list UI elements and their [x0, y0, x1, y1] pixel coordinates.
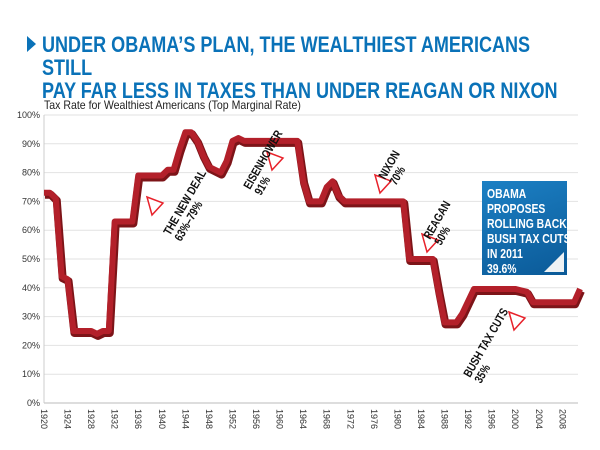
x-tick-label: 1992 — [463, 409, 473, 429]
x-tick-label: 1928 — [86, 409, 96, 429]
y-tick-label: 90% — [22, 139, 40, 149]
x-tick-label: 1944 — [180, 409, 190, 429]
x-tick-label: 1952 — [227, 409, 237, 429]
y-tick-label: 70% — [22, 196, 40, 206]
x-tick-label: 1924 — [63, 409, 73, 429]
y-tick-label: 50% — [22, 254, 40, 264]
callout-line: ROLLING BACK — [487, 216, 567, 231]
x-tick-label: 2000 — [510, 409, 520, 429]
y-tick-label: 40% — [22, 283, 40, 293]
x-tick-label: 1968 — [322, 409, 332, 429]
x-tick-label: 1936 — [133, 409, 143, 429]
x-tick-label: 1996 — [487, 409, 497, 429]
y-tick-label: 100% — [17, 110, 40, 120]
chart-subtitle: Tax Rate for Wealthiest Americans (Top M… — [44, 98, 301, 112]
x-tick-label: 1976 — [369, 409, 379, 429]
callout-value: 39.6% — [487, 261, 517, 276]
title-arrow-icon — [27, 36, 36, 52]
x-tick-label: 1964 — [298, 409, 308, 429]
annotation-triangle-icon — [145, 195, 165, 217]
x-tick-label: 1988 — [440, 409, 450, 429]
y-tick-label: 80% — [22, 168, 40, 178]
x-tick-label: 1932 — [110, 409, 120, 429]
annotation-triangle-icon — [420, 232, 440, 254]
callout-line: IN 2011 — [487, 246, 523, 261]
y-tick-label: 10% — [22, 369, 40, 379]
annotation-triangle-icon — [265, 150, 285, 172]
y-tick-label: 0% — [27, 398, 40, 408]
x-tick-label: 2004 — [534, 409, 544, 429]
callout-line: OBAMA — [487, 186, 527, 201]
series-line — [44, 129, 583, 337]
x-tick-label: 2008 — [557, 409, 567, 429]
x-tick-label: 1956 — [251, 409, 261, 429]
x-tick-label: 1920 — [39, 409, 49, 429]
obama-callout-box: OBAMA PROPOSES ROLLING BACK BUSH TAX CUT… — [482, 181, 571, 276]
y-tick-label: 60% — [22, 225, 40, 235]
annotation-triangle-icon — [373, 173, 393, 195]
x-tick-label: 1980 — [392, 409, 402, 429]
x-tick-label: 1948 — [204, 409, 214, 429]
title-line-1: UNDER OBAMA’S PLAN, THE WEALTHIEST AMERI… — [42, 32, 531, 80]
title-line-2: PAY FAR LESS IN TAXES THAN UNDER REAGAN … — [42, 78, 558, 103]
callout-line: PROPOSES — [487, 201, 546, 216]
x-tick-label: 1984 — [416, 409, 426, 429]
x-tick-label: 1972 — [345, 409, 355, 429]
y-tick-label: 20% — [22, 340, 40, 350]
x-tick-label: 1960 — [275, 409, 285, 429]
x-tick-label: 1940 — [157, 409, 167, 429]
y-tick-label: 30% — [22, 312, 40, 322]
annotation-triangle-icon — [507, 310, 527, 332]
callout-line: BUSH TAX CUTS — [487, 231, 571, 246]
page-curl-icon — [544, 252, 564, 272]
chart-title: UNDER OBAMA’S PLAN, THE WEALTHIEST AMERI… — [42, 33, 583, 102]
